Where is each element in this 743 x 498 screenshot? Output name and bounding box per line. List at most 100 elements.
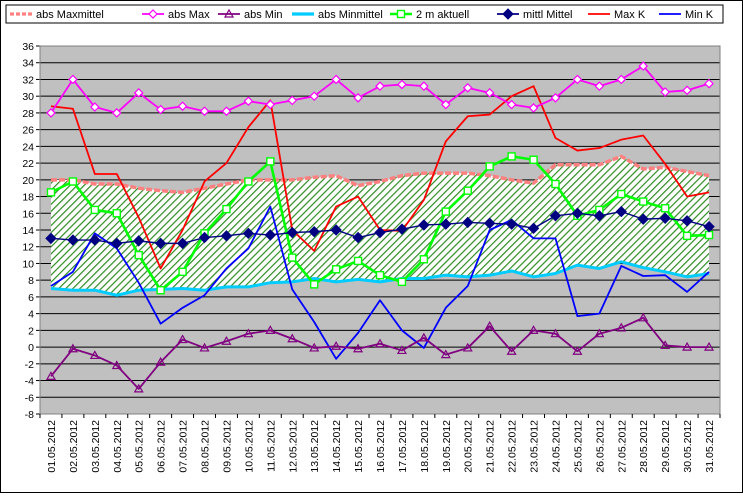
point-abs-max <box>506 99 517 110</box>
point-2-m-aktuell <box>244 177 253 186</box>
point-2-m-aktuell <box>178 267 187 277</box>
point-2-m-aktuell <box>485 162 494 171</box>
legend-marker-2-m-aktuell <box>396 9 406 19</box>
point-abs-min <box>199 342 210 352</box>
point-abs-max <box>68 74 78 85</box>
point-abs-max <box>440 99 451 110</box>
point-2-m-aktuell <box>660 204 670 213</box>
point-mittl-mittel <box>67 234 79 246</box>
point-abs-max <box>331 74 341 85</box>
point-2-m-aktuell <box>463 186 472 195</box>
series-2-m-aktuell <box>46 152 714 295</box>
point-abs-min <box>221 336 232 345</box>
point-abs-max <box>484 87 495 98</box>
point-2-m-aktuell <box>288 253 297 262</box>
point-2-m-aktuell <box>353 256 363 266</box>
series-line-abs-maxmittel <box>50 154 710 195</box>
point-abs-max <box>46 108 56 118</box>
series-line-abs-min <box>50 316 710 390</box>
point-mittl-mittel <box>527 222 540 235</box>
point-mittl-mittel <box>242 227 255 240</box>
plot-border <box>39 45 721 415</box>
point-abs-min <box>45 371 57 380</box>
y-tick-label: 0 <box>28 342 34 354</box>
x-tick-label: 11.05.2012 <box>265 420 277 472</box>
point-mittl-mittel <box>352 231 364 244</box>
point-2-m-aktuell <box>419 255 429 264</box>
y-tick-label: 22 <box>22 158 34 170</box>
legend: abs Maxmittel abs Max abs Min abs Minmittel… <box>5 4 724 24</box>
point-2-m-aktuell <box>704 230 714 240</box>
y-tick-label: 4 <box>28 309 34 321</box>
point-mittl-mittel <box>133 235 145 247</box>
point-abs-max <box>616 74 627 85</box>
point-abs-max <box>243 96 254 107</box>
point-abs-max <box>594 81 605 91</box>
legend-item-2-m-aktuell: 2 m aktuell <box>390 9 469 21</box>
x-tick-label: 31.05.2012 <box>704 420 716 473</box>
point-2-m-aktuell <box>331 265 341 274</box>
x-tick-label: 18.05.2012 <box>419 420 431 473</box>
point-mittl-mittel <box>330 224 342 236</box>
x-tick-label: 24.05.2012 <box>550 420 562 473</box>
point-mittl-mittel <box>418 219 430 231</box>
point-abs-min <box>353 343 364 353</box>
y-tick-label: 28 <box>22 108 34 120</box>
y-tick-label: -8 <box>25 409 34 421</box>
x-tick-label: 06.05.2012 <box>156 420 168 473</box>
legend-label-abs-max: abs Max <box>168 9 210 21</box>
x-tick-label: 09.05.2012 <box>221 420 233 473</box>
point-abs-max <box>682 85 692 96</box>
legend-item-mittl-mittel: mittl Mittel <box>497 8 573 21</box>
point-mittl-mittel <box>440 218 452 230</box>
series-min-k <box>50 205 710 360</box>
legend-label-abs-minmittel: abs Minmittel <box>318 9 383 21</box>
point-abs-max <box>177 101 188 112</box>
point-abs-max <box>155 104 166 115</box>
y-tick-label: 2 <box>28 325 34 337</box>
point-mittl-mittel <box>483 217 496 230</box>
point-abs-min <box>133 383 144 393</box>
x-tick-label: 02.05.2012 <box>68 420 80 473</box>
point-abs-min <box>155 356 166 366</box>
x-tick-label: 16.05.2012 <box>375 420 387 473</box>
point-2-m-aktuell <box>222 204 231 214</box>
x-tick-label: 10.05.2012 <box>243 420 255 473</box>
point-abs-min <box>418 332 429 342</box>
y-tick-label: 36 <box>22 41 34 53</box>
legend-item-abs-maxmittel: abs Maxmittel <box>10 9 104 21</box>
legend-marker-mittl-mittel <box>502 8 514 20</box>
x-tick-label: 25.05.2012 <box>572 420 584 473</box>
x-tick-label: 01.05.2012 <box>46 420 58 473</box>
y-tick-label: 26 <box>22 125 34 137</box>
plot-area: -8-6-4-202468101214161820222426283032343… <box>22 41 721 473</box>
point-mittl-mittel <box>45 232 57 245</box>
point-abs-max <box>550 93 561 103</box>
point-abs-max <box>704 78 714 89</box>
point-abs-min <box>67 343 78 353</box>
y-tick-label: 8 <box>28 275 34 287</box>
legend-box <box>5 4 724 24</box>
series-mittl-mittel <box>45 205 715 250</box>
series-abs-min <box>45 312 715 393</box>
point-abs-min <box>396 345 407 355</box>
y-tick-label: -4 <box>25 376 34 388</box>
legend-marker-abs-max <box>148 9 158 19</box>
x-tick-label: 03.05.2012 <box>90 420 102 473</box>
point-abs-min <box>484 320 495 330</box>
y-tick-label: 14 <box>22 225 34 237</box>
band-min-max-mittel <box>50 156 710 296</box>
y-tick-label: 10 <box>22 258 34 270</box>
point-abs-max <box>287 95 298 106</box>
point-abs-min <box>374 338 386 348</box>
x-tick-label: 13.05.2012 <box>309 420 321 473</box>
point-2-m-aktuell <box>156 286 165 295</box>
point-mittl-mittel <box>703 220 715 233</box>
y-tick-label: 34 <box>22 58 34 70</box>
point-abs-min <box>287 333 298 343</box>
series-abs-maxmittel <box>50 154 710 195</box>
x-tick-label: 15.05.2012 <box>353 420 365 473</box>
y-tick-label: 18 <box>22 192 34 204</box>
point-mittl-mittel <box>462 216 474 229</box>
point-abs-max <box>419 81 429 91</box>
